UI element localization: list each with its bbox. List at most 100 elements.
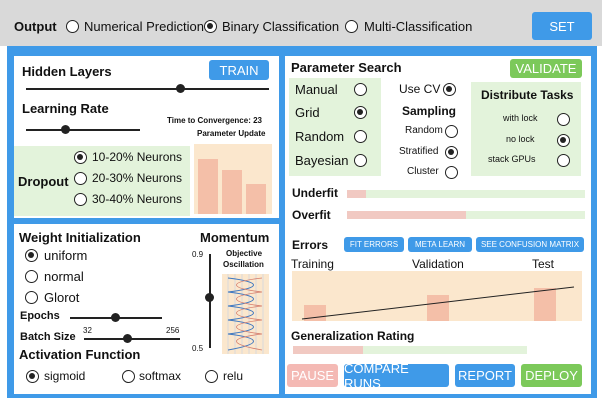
radio-bayesian[interactable] bbox=[354, 154, 367, 167]
param-update-bar-3 bbox=[246, 184, 266, 214]
time-to-convergence: Time to Convergence: 23 bbox=[167, 116, 262, 125]
momentum-knob[interactable] bbox=[205, 293, 214, 302]
hidden-layers-title: Hidden Layers bbox=[22, 64, 112, 79]
batch-size-track bbox=[84, 338, 180, 340]
label-relu: relu bbox=[223, 369, 244, 383]
sampling-title: Sampling bbox=[402, 104, 457, 118]
batch-size-label: Batch Size bbox=[20, 331, 76, 343]
param-update-chart bbox=[194, 144, 272, 214]
ttc-label: Time to Convergence: bbox=[167, 116, 251, 125]
use-cv-label: Use CV bbox=[399, 82, 441, 96]
underfit-label: Underfit bbox=[292, 186, 338, 200]
radio-multi[interactable] bbox=[345, 20, 358, 33]
label-normal: normal bbox=[44, 269, 84, 284]
ttc-value: 23 bbox=[253, 116, 263, 125]
radio-stack-gpus[interactable] bbox=[557, 154, 570, 167]
report-button[interactable]: REPORT bbox=[455, 364, 515, 387]
pause-button[interactable]: PAUSE bbox=[287, 364, 338, 387]
label-multi: Multi-Classification bbox=[364, 19, 473, 34]
radio-with-lock[interactable] bbox=[557, 113, 570, 126]
radio-manual[interactable] bbox=[354, 83, 367, 96]
activation-title: Activation Function bbox=[19, 347, 141, 362]
label-sampling-stratified: Stratified bbox=[399, 146, 439, 157]
parameter-search-title: Parameter Search bbox=[291, 60, 402, 75]
hidden-layers-track bbox=[26, 88, 269, 90]
underfit-bar bbox=[347, 190, 585, 198]
momentum-max-label: 0.9 bbox=[192, 250, 204, 259]
dropout-label-20-30: 20-30% Neurons bbox=[92, 171, 183, 185]
dropout-box: Dropout 10-20% Neurons 20-30% Neurons 30… bbox=[14, 146, 190, 216]
error-trend-line bbox=[301, 286, 575, 320]
radio-use-cv[interactable] bbox=[443, 83, 456, 96]
dropout-label-30-40: 30-40% Neurons bbox=[92, 192, 183, 206]
label-uniform: uniform bbox=[44, 248, 88, 263]
momentum-min-label: 0.5 bbox=[192, 344, 204, 353]
errors-title: Errors bbox=[292, 238, 329, 252]
radio-softmax[interactable] bbox=[122, 370, 135, 383]
errors-chart bbox=[292, 271, 582, 321]
generalization-fill bbox=[293, 346, 364, 354]
error-bar-test bbox=[534, 288, 556, 321]
radio-dropout-30-40[interactable] bbox=[74, 193, 87, 206]
distribute-tasks-box: Distribute Tasks with lock no lock stack… bbox=[471, 82, 581, 176]
generalization-label: Generalization Rating bbox=[291, 329, 415, 343]
deploy-button[interactable]: DEPLOY bbox=[521, 364, 582, 387]
radio-normal[interactable] bbox=[25, 270, 38, 283]
radio-relu[interactable] bbox=[205, 370, 218, 383]
radio-sampling-random[interactable] bbox=[445, 125, 458, 138]
overfit-label: Overfit bbox=[292, 208, 331, 222]
weight-init-panel: Weight Initialization uniform normal Glo… bbox=[14, 224, 279, 394]
error-col-test: Test bbox=[532, 257, 555, 271]
param-update-label: Parameter Update bbox=[197, 129, 266, 138]
dropout-label: Dropout bbox=[18, 174, 69, 189]
compare-runs-button[interactable]: COMPARE RUNS bbox=[344, 361, 449, 391]
underfit-fill bbox=[347, 190, 367, 198]
label-sampling-random: Random bbox=[405, 125, 443, 136]
label-sampling-cluster: Cluster bbox=[407, 166, 439, 177]
error-col-training: Training bbox=[291, 257, 334, 271]
radio-numerical[interactable] bbox=[66, 20, 79, 33]
error-col-validation: Validation bbox=[412, 257, 464, 271]
label-glorot: Glorot bbox=[44, 290, 80, 305]
label-numerical: Numerical Prediction bbox=[84, 19, 204, 34]
learning-rate-track bbox=[26, 129, 140, 131]
objective-label-1: Objective bbox=[226, 249, 263, 258]
radio-dropout-10-20[interactable] bbox=[74, 151, 87, 164]
train-button[interactable]: TRAIN bbox=[209, 60, 269, 80]
radio-no-lock[interactable] bbox=[557, 134, 570, 147]
dropout-label-10-20: 10-20% Neurons bbox=[92, 150, 183, 164]
epochs-label: Epochs bbox=[20, 310, 60, 322]
fit-errors-button[interactable]: FIT ERRORS bbox=[344, 237, 404, 252]
param-update-bar-1 bbox=[198, 159, 218, 214]
radio-sigmoid[interactable] bbox=[26, 370, 39, 383]
momentum-title: Momentum bbox=[200, 230, 270, 245]
overfit-fill bbox=[347, 211, 466, 219]
radio-glorot[interactable] bbox=[25, 291, 38, 304]
hidden-layers-knob[interactable] bbox=[176, 84, 185, 93]
batch-max-label: 256 bbox=[166, 326, 180, 335]
epochs-knob[interactable] bbox=[111, 313, 120, 322]
oscillation-curve bbox=[227, 274, 264, 354]
radio-random-method[interactable] bbox=[354, 130, 367, 143]
label-bayesian: Bayesian bbox=[295, 153, 349, 168]
radio-uniform[interactable] bbox=[25, 249, 38, 262]
objective-label-2: Oscillation bbox=[223, 260, 264, 269]
parameter-search-panel: Parameter Search VALIDATE Manual Grid Ra… bbox=[285, 56, 591, 394]
radio-dropout-20-30[interactable] bbox=[74, 172, 87, 185]
hidden-layers-panel: Hidden Layers TRAIN Learning Rate Time t… bbox=[14, 56, 279, 218]
meta-learn-button[interactable]: META LEARN bbox=[408, 237, 472, 252]
radio-sampling-stratified[interactable] bbox=[445, 146, 458, 159]
radio-grid[interactable] bbox=[354, 106, 367, 119]
label-binary: Binary Classification bbox=[222, 19, 340, 34]
objective-oscillation-plot bbox=[222, 274, 269, 354]
confusion-matrix-button[interactable]: SEE CONFUSION MATRIX bbox=[476, 237, 584, 252]
radio-binary[interactable] bbox=[204, 20, 217, 33]
batch-size-knob[interactable] bbox=[123, 334, 132, 343]
radio-sampling-cluster[interactable] bbox=[445, 166, 458, 179]
label-manual: Manual bbox=[295, 82, 338, 97]
validate-button[interactable]: VALIDATE bbox=[510, 59, 582, 78]
set-button[interactable]: SET bbox=[532, 12, 592, 40]
learning-rate-knob[interactable] bbox=[61, 125, 70, 134]
label-no-lock: no lock bbox=[506, 134, 535, 144]
label-stack-gpus: stack GPUs bbox=[488, 154, 536, 164]
